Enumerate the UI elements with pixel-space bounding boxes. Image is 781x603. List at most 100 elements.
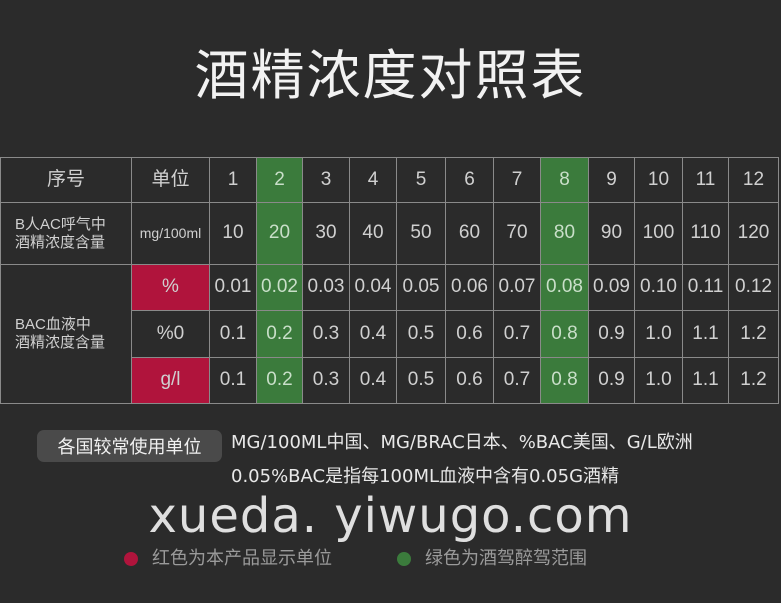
header-column: 4 xyxy=(349,157,397,203)
value-cell-text: 0.3 xyxy=(312,322,340,344)
unit-cell-text: g/l xyxy=(160,369,181,391)
green-dot-icon xyxy=(397,551,411,566)
value-cell-text: 80 xyxy=(553,222,576,244)
header-column-text: 5 xyxy=(415,168,427,190)
header-column: 9 xyxy=(588,157,635,203)
header-column: 12 xyxy=(728,157,779,203)
value-cell: 0.02 xyxy=(256,264,303,311)
legend-green-label: 绿色为酒驾醉驾范围 xyxy=(425,548,587,569)
value-cell-text: 0.2 xyxy=(266,322,293,344)
breath-group-label-text: B人AC呼气中 酒精浓度含量 xyxy=(15,215,106,251)
value-cell: 0.7 xyxy=(493,310,541,358)
value-cell-text: 1.1 xyxy=(692,369,719,391)
value-cell-text: 50 xyxy=(410,222,432,244)
value-cell-text: 100 xyxy=(642,222,675,244)
value-cell: 1.2 xyxy=(728,357,779,404)
value-cell: 120 xyxy=(728,202,779,265)
value-cell: 0.4 xyxy=(349,310,397,358)
value-cell-text: 0.11 xyxy=(687,276,724,298)
blood-group-label-text: BAC血液中 酒精浓度含量 xyxy=(15,316,106,351)
value-cell-text: 1.0 xyxy=(645,322,672,344)
header-column: 10 xyxy=(634,157,683,203)
value-cell-text: 120 xyxy=(737,222,770,244)
unit-cell: %0 xyxy=(131,310,210,358)
value-cell: 80 xyxy=(540,202,589,265)
value-cell: 100 xyxy=(634,202,683,265)
header-column: 3 xyxy=(302,157,350,203)
value-cell: 0.1 xyxy=(209,357,257,404)
value-cell-text: 0.04 xyxy=(354,276,392,298)
value-cell-text: 0.7 xyxy=(503,322,531,344)
header-column: 5 xyxy=(396,157,446,203)
value-cell-text: 0.01 xyxy=(214,276,252,298)
value-cell-text: 0.12 xyxy=(735,276,772,298)
header-column: 7 xyxy=(493,157,541,203)
value-cell-text: 0.9 xyxy=(598,322,625,344)
value-cell-text: 0.02 xyxy=(261,276,298,298)
value-cell: 0.8 xyxy=(540,357,589,404)
header-column: 6 xyxy=(445,157,494,203)
header-column-text: 12 xyxy=(742,168,765,190)
header-index-text: 序号 xyxy=(46,168,85,190)
legend-green: 绿色为酒驾醉驾范围 xyxy=(397,548,587,570)
header-column: 11 xyxy=(682,157,729,203)
value-cell: 1.1 xyxy=(682,310,729,358)
breath-group-label: B人AC呼气中 酒精浓度含量 xyxy=(0,202,132,265)
value-cell: 0.07 xyxy=(493,264,541,311)
value-cell: 0.05 xyxy=(396,264,446,311)
blood-group-label: BAC血液中 酒精浓度含量 xyxy=(0,264,132,404)
value-cell: 0.10 xyxy=(634,264,683,311)
value-cell: 0.08 xyxy=(540,264,589,311)
legend-red-label: 红色为本产品显示单位 xyxy=(152,548,332,569)
unit-cell-text: % xyxy=(162,276,179,298)
value-cell: 110 xyxy=(682,202,729,265)
value-cell-text: 0.5 xyxy=(407,369,435,391)
page-title: 酒精浓度对照表 xyxy=(194,44,587,107)
header-column-text: 6 xyxy=(464,168,475,190)
legend-red: 红色为本产品显示单位 xyxy=(124,548,332,570)
header-column-text: 10 xyxy=(647,168,670,190)
value-cell: 0.2 xyxy=(256,310,303,358)
value-cell: 0.06 xyxy=(445,264,494,311)
value-cell: 0.6 xyxy=(445,357,494,404)
header-column-text: 4 xyxy=(367,168,379,190)
value-cell: 40 xyxy=(349,202,397,265)
value-cell-text: 60 xyxy=(458,222,481,244)
value-cell-text: 0.8 xyxy=(551,369,578,391)
value-cell-text: 0.4 xyxy=(359,322,387,344)
value-cell-text: 0.8 xyxy=(551,322,578,344)
header-column: 1 xyxy=(209,157,257,203)
value-cell: 0.1 xyxy=(209,310,257,358)
value-cell-text: 0.9 xyxy=(598,369,625,391)
header-unit-text: 单位 xyxy=(151,168,190,190)
value-cell-text: 0.6 xyxy=(456,369,483,391)
value-cell: 1.0 xyxy=(634,357,683,404)
value-cell: 0.3 xyxy=(302,310,350,358)
header-column-text: 11 xyxy=(695,168,716,190)
value-cell: 0.09 xyxy=(588,264,635,311)
header-column-text: 2 xyxy=(274,168,285,190)
value-cell-text: 0.5 xyxy=(407,322,435,344)
red-dot-icon xyxy=(124,551,138,566)
header-index: 序号 xyxy=(0,157,132,203)
value-cell-text: 0.3 xyxy=(312,369,340,391)
header-column-text: 8 xyxy=(559,168,570,190)
units-note-line2: 0.05%BAC是指每100ML血液中含有0.05G酒精 xyxy=(231,466,620,487)
value-cell: 0.6 xyxy=(445,310,494,358)
unit-cell: % xyxy=(131,264,210,311)
value-cell: 0.9 xyxy=(588,357,635,404)
header-column-text: 7 xyxy=(511,168,523,190)
value-cell: 0.8 xyxy=(540,310,589,358)
value-cell-text: 0.7 xyxy=(503,369,531,391)
value-cell-text: 1.2 xyxy=(740,322,767,344)
value-cell: 1.2 xyxy=(728,310,779,358)
value-cell-text: 1.2 xyxy=(740,369,767,391)
value-cell: 1.0 xyxy=(634,310,683,358)
value-cell-text: 30 xyxy=(315,222,337,244)
value-cell: 60 xyxy=(445,202,494,265)
value-cell-text: 1.0 xyxy=(645,369,672,391)
value-cell: 0.5 xyxy=(396,310,446,358)
value-cell-text: 0.10 xyxy=(640,276,677,298)
header-column-text: 3 xyxy=(320,168,332,190)
value-cell: 50 xyxy=(396,202,446,265)
